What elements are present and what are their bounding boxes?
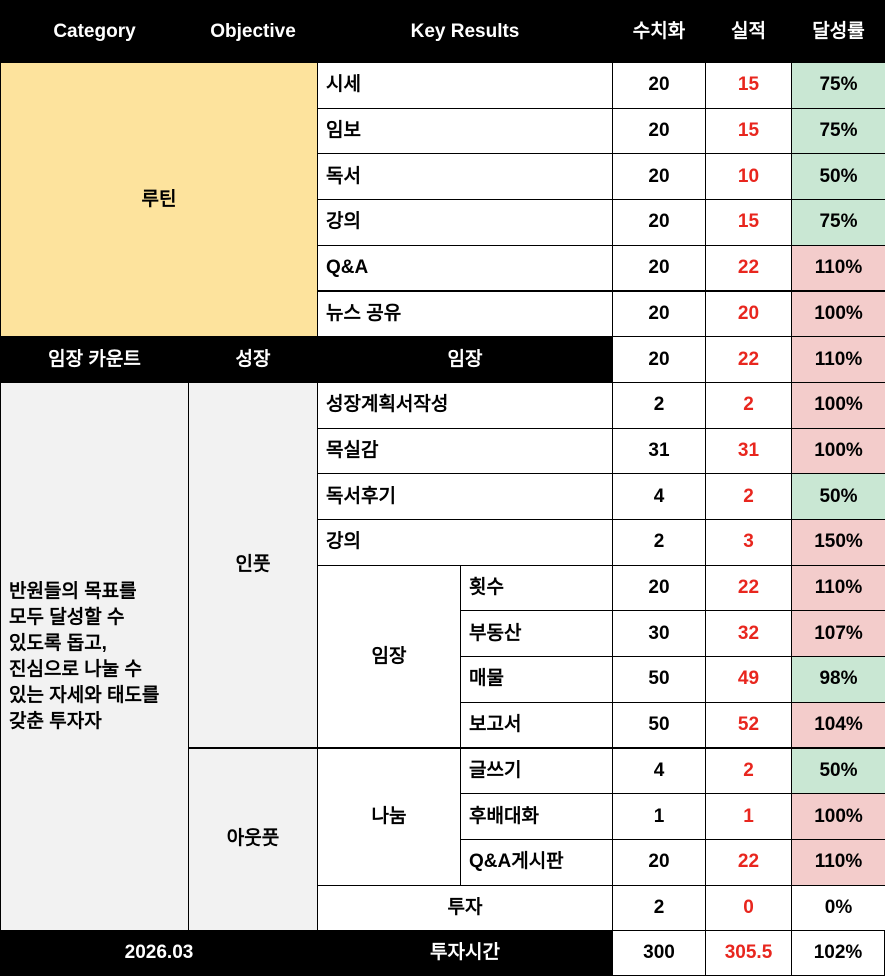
objective-cell: 인풋 [188, 381, 318, 749]
target-cell: 20 [612, 336, 706, 383]
actual-cell: 2 [705, 473, 792, 520]
key-result-cell: 임장 [317, 336, 613, 383]
target-cell: 4 [612, 747, 706, 795]
target-cell: 20 [612, 838, 706, 886]
key-result-cell: 뉴스 공유 [317, 290, 613, 338]
footer-actual: 305.5 [705, 930, 792, 976]
rate-cell: 110% [791, 336, 885, 383]
rate-cell: 0% [791, 884, 885, 932]
actual-cell: 15 [705, 199, 792, 246]
rate-cell: 50% [791, 747, 885, 795]
actual-cell: 15 [705, 62, 792, 109]
actual-cell: 49 [705, 656, 792, 703]
target-cell: 2 [612, 519, 706, 566]
rate-cell: 100% [791, 427, 885, 475]
key-result-cell: Q&A게시판 [460, 838, 613, 886]
key-result-cell: 임보 [317, 107, 613, 155]
rate-cell: 98% [791, 656, 885, 703]
footer-key-result: 투자시간 [317, 930, 613, 976]
target-cell: 1 [612, 793, 706, 840]
key-result-cell: 보고서 [460, 701, 613, 749]
key-result-cell: 투자 [317, 884, 613, 932]
footer-period: 2026.03 [0, 930, 318, 976]
key-result-cell: 횟수 [460, 564, 613, 612]
key-result-cell: 독서후기 [317, 473, 613, 520]
category-cell: 반원들의 목표를 모두 달성할 수 있도록 돕고, 진심으로 나눌 수 있는 자… [0, 381, 189, 932]
header-cell: Key Results [317, 0, 613, 63]
key-result-cell: 강의 [317, 199, 613, 246]
rate-cell: 107% [791, 610, 885, 658]
category-cell: 임장 카운트 [0, 336, 189, 383]
target-cell: 4 [612, 473, 706, 520]
actual-cell: 20 [705, 290, 792, 338]
objective-cell: 아웃풋 [188, 747, 318, 932]
rate-cell: 50% [791, 153, 885, 201]
target-cell: 31 [612, 427, 706, 475]
rate-cell: 100% [791, 793, 885, 840]
target-cell: 20 [612, 107, 706, 155]
actual-cell: 22 [705, 838, 792, 886]
actual-cell: 15 [705, 107, 792, 155]
rate-cell: 75% [791, 62, 885, 109]
header-cell: 실적 [705, 0, 792, 63]
rate-cell: 50% [791, 473, 885, 520]
header-cell: Category [0, 0, 189, 63]
rate-cell: 75% [791, 199, 885, 246]
target-cell: 20 [612, 244, 706, 292]
key-result-cell: 강의 [317, 519, 613, 566]
target-cell: 50 [612, 656, 706, 703]
header-cell: Objective [188, 0, 318, 63]
actual-cell: 2 [705, 747, 792, 795]
sub-group-cell: 나눔 [317, 747, 461, 886]
rate-cell: 75% [791, 107, 885, 155]
target-cell: 20 [612, 199, 706, 246]
key-result-cell: 매물 [460, 656, 613, 703]
actual-cell: 1 [705, 793, 792, 840]
actual-cell: 52 [705, 701, 792, 749]
target-cell: 2 [612, 381, 706, 429]
key-result-cell: 목실감 [317, 427, 613, 475]
header-cell: 달성률 [791, 0, 885, 63]
rate-cell: 150% [791, 519, 885, 566]
target-cell: 50 [612, 701, 706, 749]
rate-cell: 110% [791, 564, 885, 612]
rate-cell: 110% [791, 244, 885, 292]
objective-cell: 성장 [188, 336, 318, 383]
actual-cell: 32 [705, 610, 792, 658]
category-cell: 루틴 [0, 62, 318, 338]
rate-cell: 100% [791, 381, 885, 429]
rate-cell: 100% [791, 290, 885, 338]
footer-rate: 102% [791, 930, 885, 976]
actual-cell: 31 [705, 427, 792, 475]
key-result-cell: 후배대화 [460, 793, 613, 840]
target-cell: 20 [612, 564, 706, 612]
target-cell: 20 [612, 62, 706, 109]
key-result-cell: 독서 [317, 153, 613, 201]
key-result-cell: 부동산 [460, 610, 613, 658]
actual-cell: 3 [705, 519, 792, 566]
actual-cell: 2 [705, 381, 792, 429]
header-cell: 수치화 [612, 0, 706, 63]
rate-cell: 110% [791, 838, 885, 886]
key-result-cell: 시세 [317, 62, 613, 109]
sub-group-cell: 임장 [317, 564, 461, 749]
target-cell: 2 [612, 884, 706, 932]
target-cell: 20 [612, 290, 706, 338]
actual-cell: 10 [705, 153, 792, 201]
footer-target: 300 [612, 930, 706, 976]
actual-cell: 22 [705, 244, 792, 292]
actual-cell: 22 [705, 564, 792, 612]
key-result-cell: 글쓰기 [460, 747, 613, 795]
target-cell: 20 [612, 153, 706, 201]
rate-cell: 104% [791, 701, 885, 749]
actual-cell: 0 [705, 884, 792, 932]
key-result-cell: 성장계획서작성 [317, 381, 613, 429]
target-cell: 30 [612, 610, 706, 658]
actual-cell: 22 [705, 336, 792, 383]
key-result-cell: Q&A [317, 244, 613, 292]
